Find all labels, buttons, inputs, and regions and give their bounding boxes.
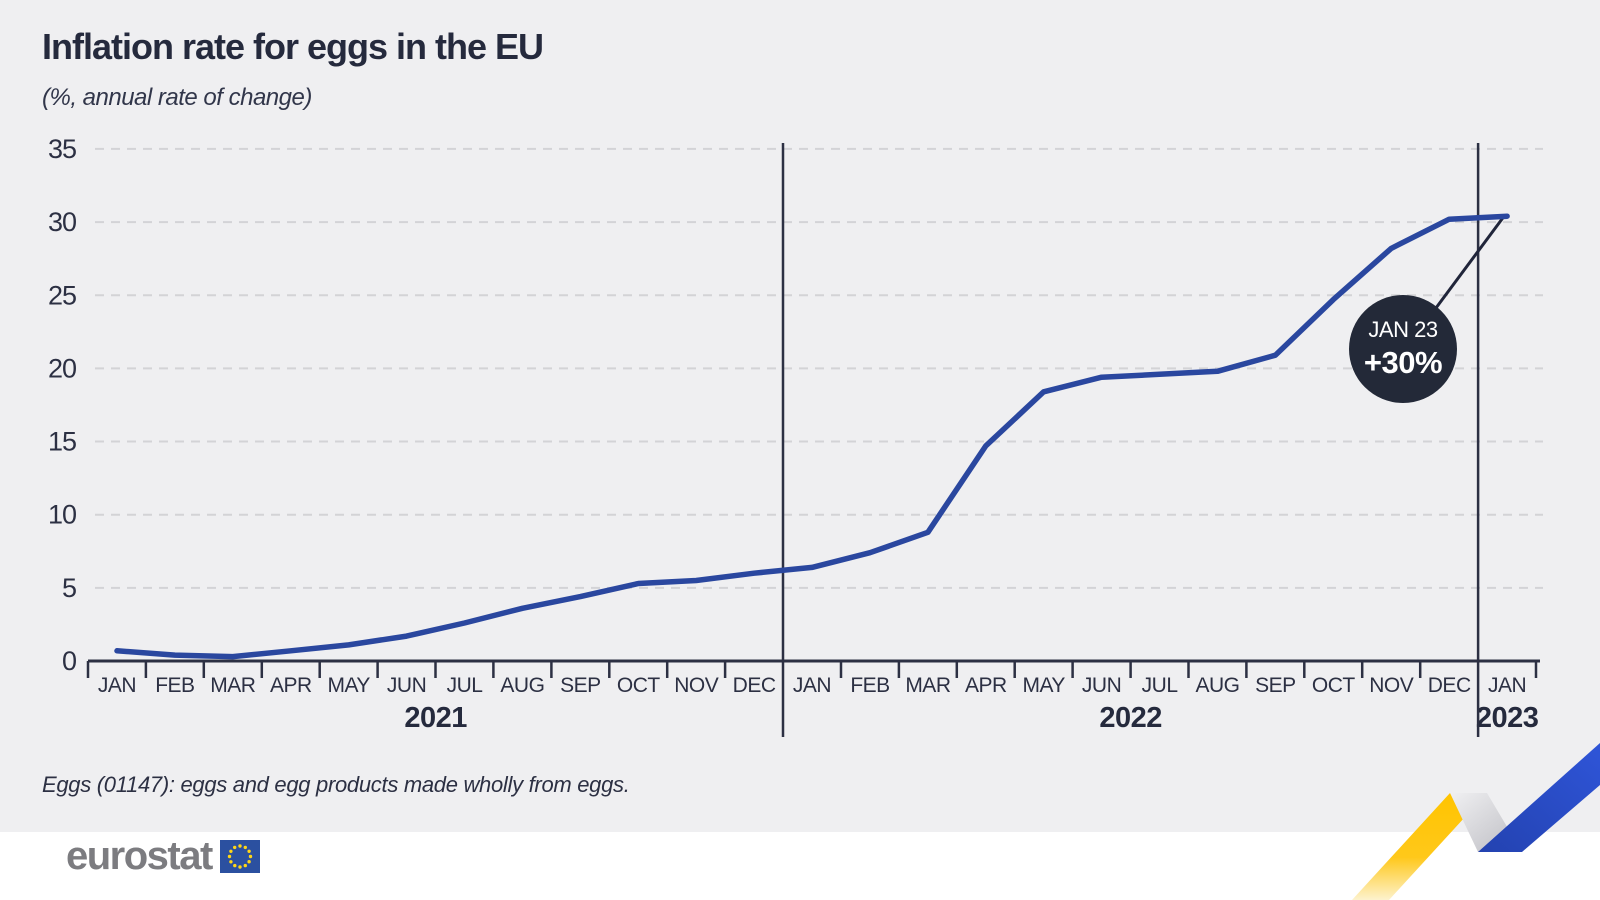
ribbon-blue-band [1478,743,1600,852]
x-axis-month-label: JAN [1488,674,1526,697]
x-axis-month-label: MAR [905,674,951,697]
x-axis-month-label: JAN [98,674,136,697]
page-title: Inflation rate for eggs in the EU [42,26,544,67]
x-axis-month-label: DEC [733,674,776,697]
y-axis-label: 35 [48,134,76,164]
x-axis-month-label: JUN [387,674,426,697]
x-axis-month-label: JUN [1082,674,1121,697]
eu-flag-icon [219,839,260,873]
x-axis-month-label: APR [965,674,1007,697]
x-axis-month-label: OCT [617,674,661,697]
x-axis-month-label: JUL [1142,674,1178,697]
x-axis-month-label: NOV [674,674,719,697]
page-subtitle: (%, annual rate of change) [42,84,312,111]
x-axis-month-label: SEP [1255,674,1296,697]
x-axis-month-label: JAN [793,674,831,697]
eu-flag-star [248,854,253,858]
eu-flag-star [247,849,251,853]
eu-flag-star [238,864,242,869]
annotation-pointer-line [1431,214,1507,313]
inflation-rate-line [114,213,1510,660]
y-axis-label: 5 [62,573,76,603]
x-axis-month-label: APR [270,674,312,697]
x-axis-month-label: AUG [500,674,544,697]
eu-flag-star [247,859,251,863]
y-axis-label: 25 [48,280,76,310]
x-axis-month-label: MAY [327,674,370,697]
x-axis-month-label: DEC [1428,674,1471,697]
y-axis-label: 15 [48,427,76,457]
x-axis-month-label: AUG [1195,674,1239,697]
x-axis-month-label: JUL [447,674,483,697]
eu-flag-star [229,859,233,863]
annotation-bubble: JAN 23 +30% [1349,295,1457,403]
eu-flag-star [238,843,242,848]
eu-flag-star [229,849,233,853]
year-label: 2021 [404,702,467,734]
x-axis-month-label: MAR [210,674,256,697]
eu-flag-star [232,863,237,867]
eurostat-logo: eurostat [66,836,260,876]
x-axis-month-label: MAY [1022,674,1065,697]
chart-background [0,0,1600,832]
eu-flag-star [232,845,237,849]
x-axis-month-label: FEB [850,674,889,697]
x-axis-month-label: OCT [1312,674,1356,697]
eurostat-logo-text: eurostat [66,834,213,878]
y-axis-label: 30 [48,207,76,237]
year-label: 2023 [1476,702,1539,734]
source-footnote: Eggs (01147): eggs and egg products made… [42,772,630,797]
eu-flag-star [243,863,247,867]
x-axis-month-label: FEB [155,674,194,697]
annotation-date: JAN 23 [1368,317,1438,342]
annotation-value: +30% [1363,345,1443,380]
x-axis-month-label: NOV [1369,674,1414,697]
x-axis-month-label: SEP [560,674,601,697]
eu-flag-star [243,845,247,849]
y-axis-label: 10 [48,500,76,530]
y-axis-label: 0 [62,646,76,676]
year-label: 2022 [1099,702,1162,734]
eu-flag-star [227,854,232,858]
y-axis-label: 20 [48,353,76,383]
ribbon-yellow-band [1352,793,1487,900]
